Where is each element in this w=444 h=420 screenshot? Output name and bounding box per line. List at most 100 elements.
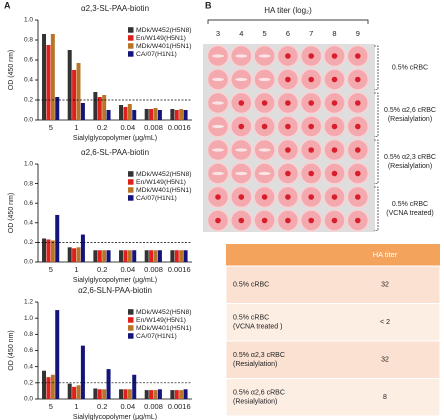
group-label: (VCNA treated) bbox=[386, 210, 433, 217]
well-dot bbox=[308, 147, 315, 153]
y-tick-label: 0.0 bbox=[24, 259, 33, 266]
bar bbox=[102, 95, 107, 120]
bar bbox=[80, 103, 85, 120]
x-axis-label: Sialylglycopolymer (μg/mL) bbox=[73, 277, 157, 284]
bar bbox=[106, 369, 111, 399]
x-tick-label: 0.0016 bbox=[168, 265, 191, 274]
well-dot bbox=[331, 76, 338, 83]
bar bbox=[93, 92, 98, 120]
legend-swatch bbox=[128, 309, 134, 315]
column-label: 4 bbox=[239, 29, 243, 38]
well-dot bbox=[238, 100, 245, 106]
well-dot bbox=[331, 194, 338, 200]
row-value: 32 bbox=[381, 282, 389, 289]
bar bbox=[183, 389, 188, 399]
bar bbox=[183, 250, 188, 262]
x-tick-label: 0.2 bbox=[97, 123, 107, 132]
row-value: 8 bbox=[383, 394, 387, 401]
bar bbox=[119, 250, 124, 262]
column-label: 5 bbox=[263, 29, 267, 38]
y-tick-label: 0.0 bbox=[24, 396, 33, 403]
column-label: 8 bbox=[332, 29, 336, 38]
bar bbox=[119, 389, 124, 399]
well-dot bbox=[238, 194, 245, 200]
y-tick-label: 0.8 bbox=[24, 331, 33, 338]
bar bbox=[123, 389, 128, 399]
bar bbox=[153, 390, 158, 399]
legend-label: MDk/W401(H5N1) bbox=[136, 325, 192, 332]
well-dot bbox=[355, 123, 361, 130]
well-streak bbox=[212, 148, 224, 152]
y-tick-label: 1.2 bbox=[24, 299, 33, 306]
legend-swatch bbox=[128, 171, 134, 177]
group-bracket bbox=[374, 45, 379, 90]
bar bbox=[174, 250, 179, 262]
y-axis-label: OD (450 nm) bbox=[8, 193, 15, 233]
column-label: 6 bbox=[286, 29, 290, 38]
bar bbox=[50, 374, 55, 399]
well-dot bbox=[285, 100, 291, 106]
well-dot bbox=[355, 100, 361, 106]
bar bbox=[174, 390, 179, 399]
well-streak bbox=[258, 54, 271, 58]
y-tick-label: 0.6 bbox=[24, 347, 33, 354]
group-bracket bbox=[374, 139, 379, 184]
well-dot bbox=[261, 194, 268, 200]
row-label: 0.5% cRBC bbox=[233, 315, 269, 322]
well-streak bbox=[235, 148, 248, 152]
well-dot bbox=[355, 147, 361, 153]
bar bbox=[102, 389, 107, 399]
well-dot bbox=[308, 100, 315, 106]
table-row bbox=[225, 303, 441, 342]
bar bbox=[42, 238, 47, 262]
bar bbox=[174, 110, 179, 120]
x-tick-label: 0.0016 bbox=[168, 402, 191, 411]
group-label: 0.5% α2,3 cRBC bbox=[384, 154, 436, 161]
legend-label: CA/07(H1N1) bbox=[136, 195, 177, 202]
well-dot bbox=[331, 53, 338, 59]
well-streak bbox=[212, 77, 224, 82]
well-dot bbox=[308, 53, 315, 59]
well-dot bbox=[331, 147, 338, 153]
row-label: (Resialylation) bbox=[233, 361, 277, 368]
legend-label: MDk/W401(H5N1) bbox=[136, 187, 192, 194]
bar bbox=[67, 383, 72, 399]
bar bbox=[132, 250, 137, 262]
well-dot bbox=[331, 217, 338, 224]
y-tick-label: 0.2 bbox=[24, 380, 33, 387]
well-dot bbox=[215, 194, 221, 200]
well-dot bbox=[285, 194, 291, 200]
x-axis-label: Sialylglycopolymer (μg/mL) bbox=[73, 135, 157, 142]
y-tick-label: 0.0 bbox=[24, 117, 33, 124]
bar bbox=[102, 250, 107, 262]
well-dot bbox=[238, 217, 245, 224]
bar bbox=[127, 389, 132, 399]
panel-label: A bbox=[4, 0, 11, 10]
bar bbox=[50, 34, 55, 120]
bar bbox=[106, 250, 111, 262]
bar bbox=[97, 250, 102, 262]
column-label: 9 bbox=[356, 29, 360, 38]
well-dot bbox=[331, 123, 338, 130]
x-tick-label: 0.0016 bbox=[168, 123, 191, 132]
chart-title: α2,6-SL-PAA-biotin bbox=[81, 148, 149, 157]
row-label: 0.5% cRBC bbox=[233, 282, 269, 289]
bar bbox=[153, 108, 158, 120]
table-header bbox=[226, 244, 440, 266]
bar bbox=[50, 240, 55, 262]
x-tick-label: 0.008 bbox=[144, 123, 163, 132]
legend-swatch bbox=[128, 35, 134, 41]
bar bbox=[97, 97, 102, 120]
well-streak bbox=[235, 54, 248, 58]
row-label: (VCNA treated ) bbox=[233, 324, 282, 331]
legend-swatch bbox=[128, 179, 134, 185]
x-tick-label: 1 bbox=[74, 123, 78, 132]
group-label: (Resialylation) bbox=[388, 163, 432, 170]
bar bbox=[46, 45, 51, 120]
legend-label: MDk/W401(H5N1) bbox=[136, 43, 192, 50]
y-tick-label: 1.0 bbox=[24, 161, 33, 168]
bar bbox=[97, 389, 102, 399]
bar bbox=[93, 250, 98, 262]
well-dot bbox=[308, 123, 315, 130]
legend-label: CA/07(H1N1) bbox=[136, 333, 177, 340]
